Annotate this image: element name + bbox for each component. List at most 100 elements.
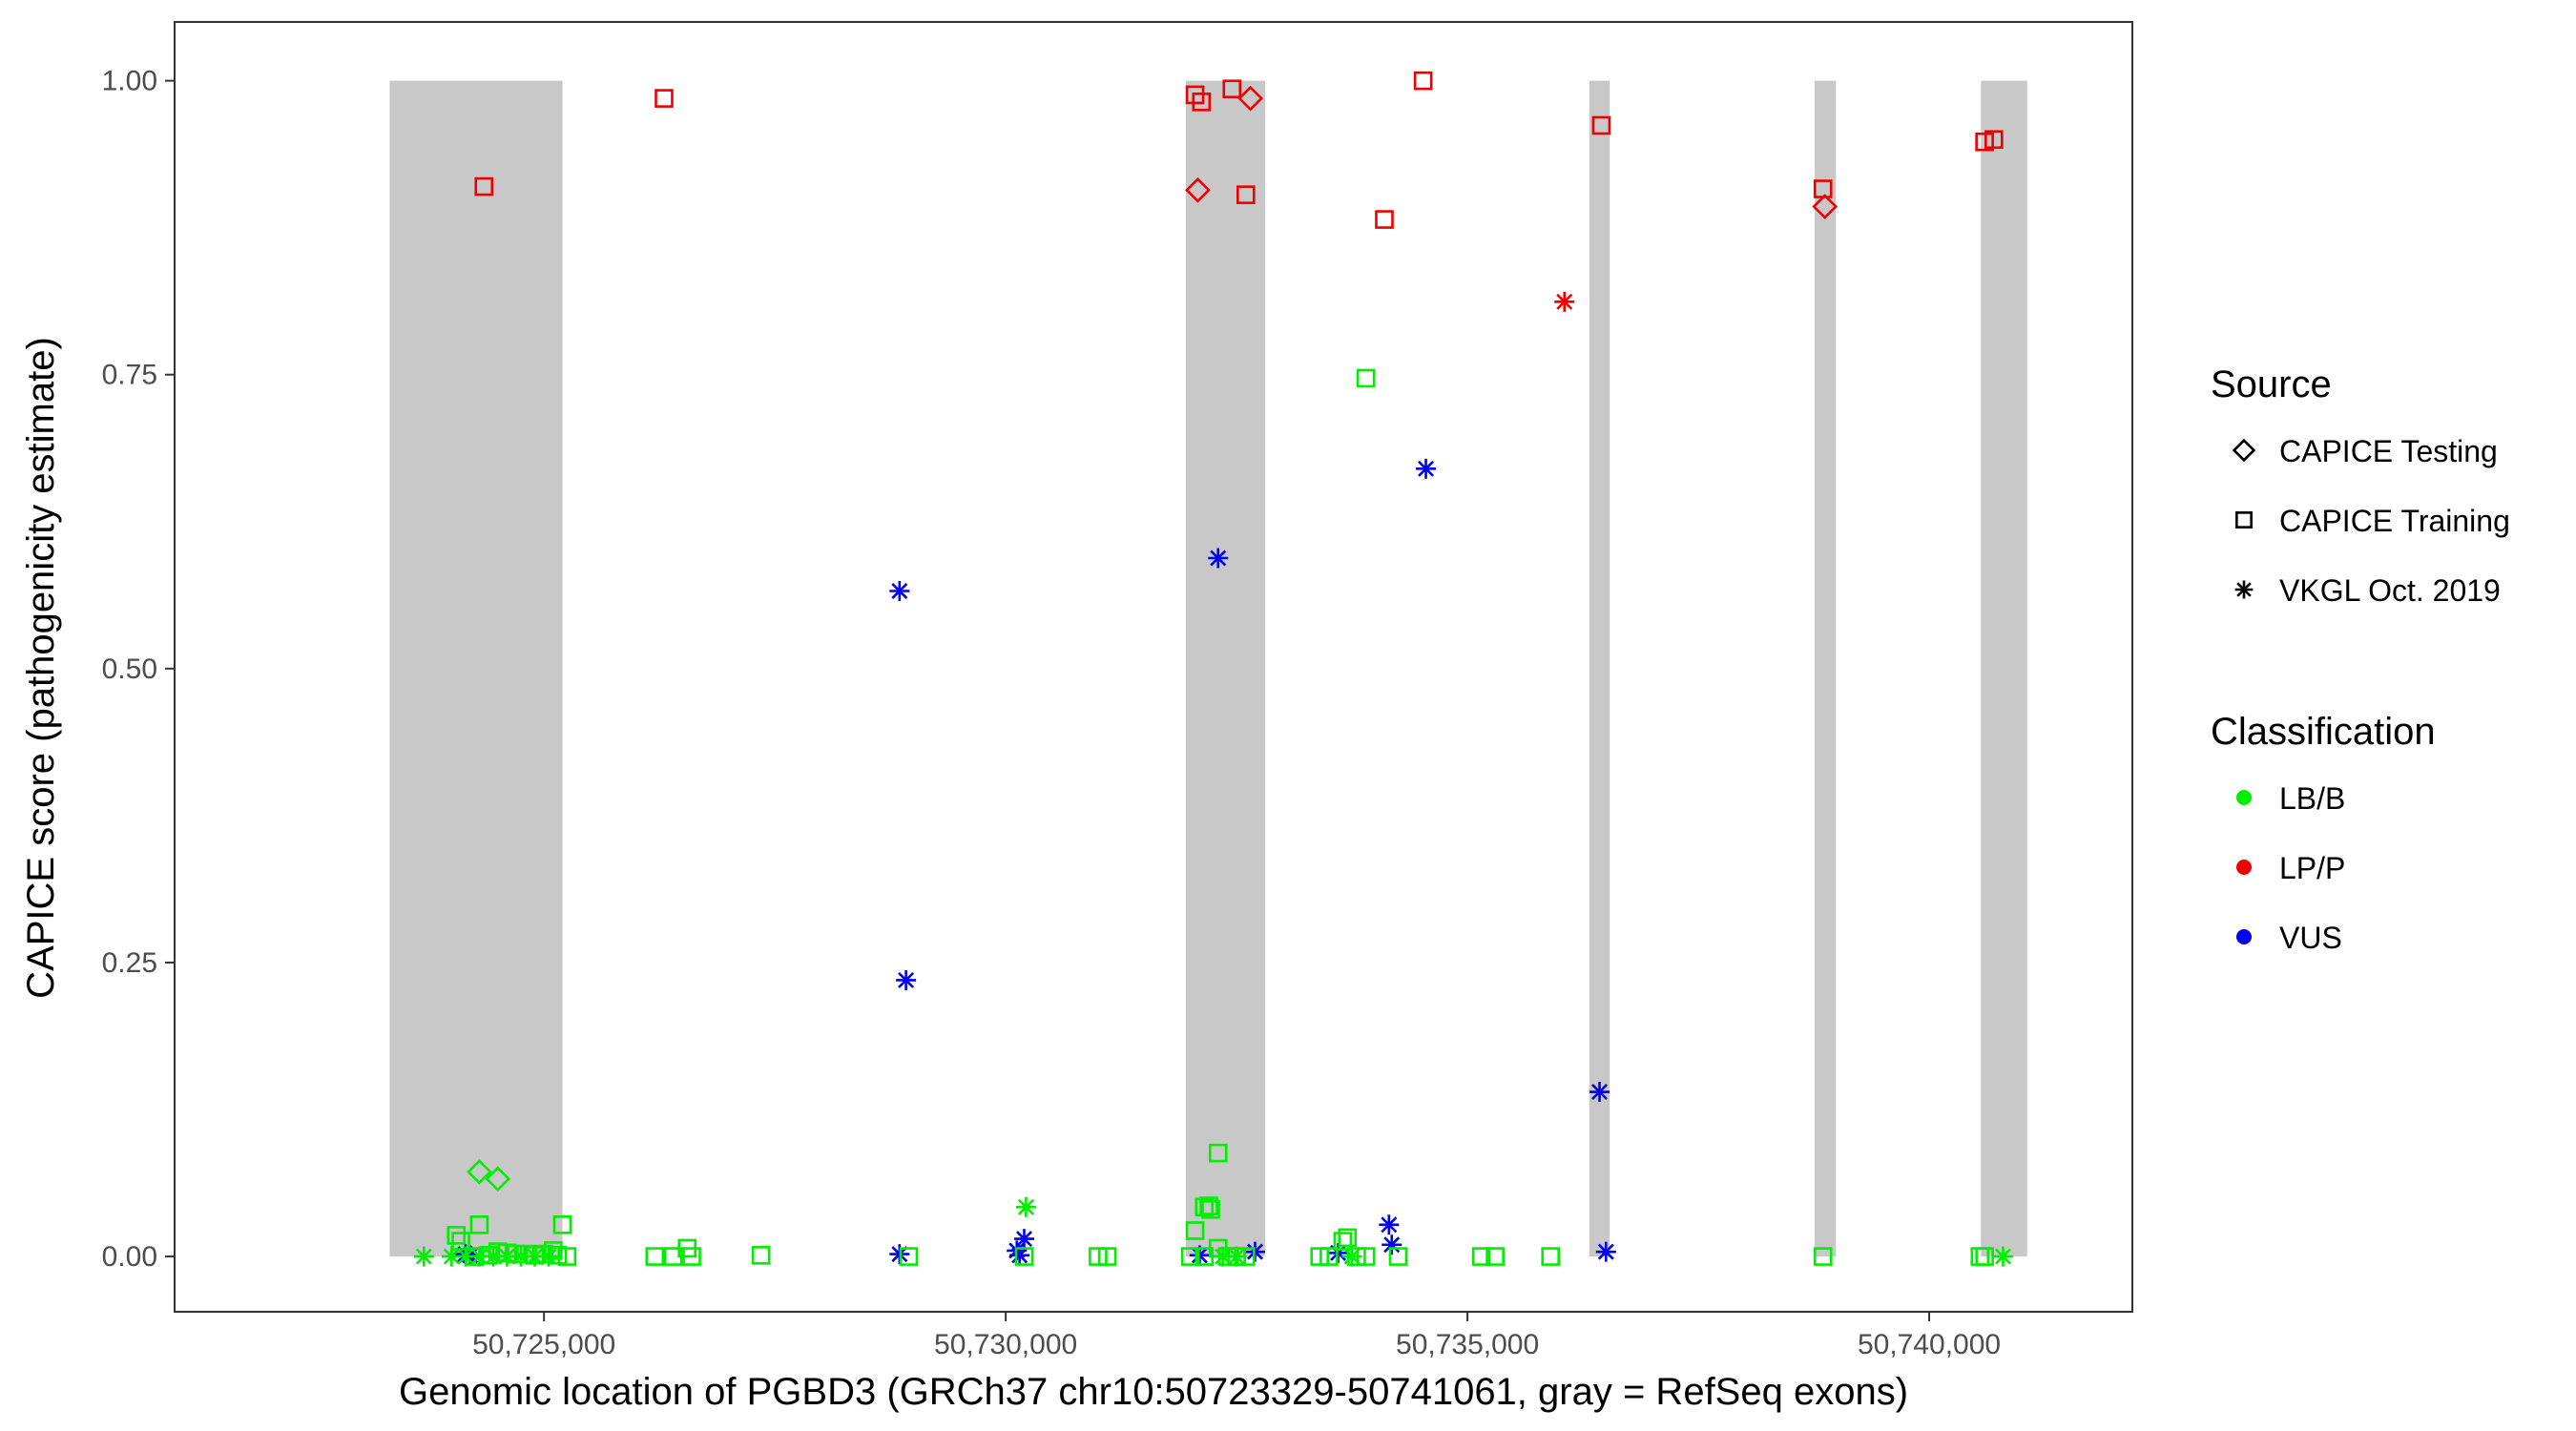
- point-vkgl-oct-2019-vus: [896, 969, 917, 990]
- point-vkgl-oct-2019-lbb: [1341, 1246, 1362, 1267]
- exon-band-3: [1589, 80, 1610, 1257]
- point-vkgl-oct-2019-vus: [1013, 1229, 1034, 1250]
- point-vkgl-oct-2019-lbb: [1992, 1246, 2013, 1267]
- point-capice-training-lbb: [1541, 1247, 1561, 1266]
- point-vkgl-oct-2019-lbb: [1226, 1246, 1247, 1267]
- point-capice-training-lbb: [1333, 1232, 1353, 1251]
- point-capice-training-lbb: [1356, 368, 1376, 388]
- point-capice-training-lbb: [899, 1247, 919, 1266]
- point-capice-training-lpp: [1984, 130, 2004, 150]
- point-capice-training-lbb: [1195, 1247, 1215, 1266]
- x-tick-label: 50,740,000: [1858, 1329, 2001, 1360]
- point-capice-training-lbb: [682, 1247, 701, 1266]
- point-capice-training-lpp: [1222, 79, 1242, 99]
- point-capice-training-lpp: [474, 176, 494, 197]
- x-axis: 50,725,000 50,730,000 50,735,000 50,740,000: [472, 1312, 2001, 1360]
- legend-label-lbb: LB/B: [2279, 781, 2345, 816]
- y-tick-label: 0.75: [102, 360, 157, 391]
- point-capice-training-lbb: [1813, 1247, 1833, 1266]
- point-capice-training-lbb: [1338, 1228, 1358, 1248]
- legend-key-star: [2234, 580, 2254, 599]
- point-capice-training-lbb: [1471, 1247, 1491, 1266]
- point-capice-training-lbb: [447, 1226, 467, 1245]
- legend-title-source: Source: [2211, 363, 2332, 405]
- point-vkgl-oct-2019-lbb: [468, 1246, 489, 1267]
- point-vkgl-oct-2019-lbb: [524, 1246, 545, 1267]
- point-vkgl-oct-2019-vus: [1381, 1234, 1402, 1255]
- point-capice-training-lbb: [552, 1214, 572, 1234]
- point-capice-training-lbb: [469, 1214, 489, 1234]
- point-vkgl-oct-2019-vus: [1379, 1214, 1400, 1235]
- y-tick-label: 0.50: [102, 653, 157, 685]
- x-tick-label: 50,730,000: [934, 1329, 1077, 1360]
- point-capice-training-lbb: [1199, 1196, 1218, 1215]
- point-capice-training-lbb: [1975, 1247, 1994, 1266]
- point-vkgl-oct-2019-lbb: [413, 1246, 434, 1267]
- point-vkgl-oct-2019-vus: [1416, 458, 1437, 479]
- point-capice-training-lpp: [1591, 115, 1611, 135]
- y-axis-title: CAPICE score (pathogenicity estimate): [20, 337, 62, 999]
- legend-label-vus: VUS: [2279, 921, 2342, 955]
- y-tick-label: 0.00: [102, 1241, 157, 1273]
- point-capice-training-lbb: [1319, 1247, 1339, 1266]
- point-capice-training-lpp: [1192, 93, 1212, 112]
- point-capice-training-lpp: [1413, 71, 1433, 91]
- exon-band-2: [1185, 80, 1266, 1257]
- point-capice-training-lpp: [1236, 185, 1256, 204]
- legend-key-lbb: [2236, 790, 2252, 805]
- plot-panel-border: [174, 21, 2133, 1313]
- point-capice-training-lbb: [451, 1232, 470, 1251]
- y-tick-label: 0.25: [102, 947, 157, 979]
- point-capice-training-lbb: [557, 1247, 577, 1266]
- point-vkgl-oct-2019-vus: [889, 581, 910, 602]
- point-vkgl-oct-2019-lbb: [483, 1246, 504, 1267]
- point-capice-training-lbb: [1208, 1143, 1228, 1163]
- point-capice-training-lbb: [1201, 1199, 1220, 1219]
- point-capice-testing-lbb: [467, 1159, 492, 1185]
- point-vkgl-oct-2019-lbb: [510, 1246, 531, 1267]
- point-vkgl-oct-2019-lbb: [538, 1246, 559, 1267]
- point-capice-training-lbb: [1014, 1247, 1034, 1266]
- point-capice-testing-lpp: [1812, 194, 1839, 219]
- legend-key-vus: [2236, 929, 2252, 944]
- legend-title-classification: Classification: [2211, 711, 2436, 753]
- point-capice-testing-lbb: [485, 1166, 511, 1192]
- point-vkgl-oct-2019-vus: [1595, 1241, 1616, 1262]
- legend-key-diamond: [2232, 438, 2256, 463]
- point-capice-training-lbb: [1097, 1247, 1117, 1266]
- legend-label-capice-training: CAPICE Training: [2279, 504, 2510, 538]
- data-points: [413, 71, 2013, 1267]
- point-capice-training-lbb: [1388, 1247, 1408, 1266]
- point-capice-training-lbb: [544, 1241, 563, 1260]
- point-vkgl-oct-2019-vus: [1589, 1082, 1610, 1103]
- point-capice-training-lbb: [751, 1246, 771, 1265]
- point-capice-training-lbb: [1180, 1247, 1200, 1266]
- point-capice-training-lbb: [663, 1247, 683, 1266]
- point-capice-testing-lpp: [1185, 176, 1211, 203]
- point-vkgl-oct-2019-lbb: [441, 1246, 462, 1267]
- y-axis: 0.00 0.25 0.50 0.75 1.00: [102, 66, 175, 1273]
- legend: Source CAPICE Testing CAPICE Training VK…: [2211, 363, 2510, 955]
- point-capice-training-lbb: [1485, 1247, 1505, 1266]
- exon-band-4: [1815, 80, 1837, 1257]
- point-vkgl-oct-2019-lbb: [1213, 1246, 1234, 1267]
- exon-band-5: [1981, 80, 2027, 1257]
- y-tick-label: 1.00: [102, 66, 157, 97]
- point-vkgl-oct-2019-vus: [1009, 1245, 1030, 1266]
- point-vkgl-oct-2019-vus: [1208, 548, 1229, 569]
- legend-label-lpp: LP/P: [2279, 851, 2345, 885]
- x-tick-label: 50,735,000: [1396, 1329, 1539, 1360]
- point-vkgl-oct-2019-lbb: [1015, 1196, 1036, 1217]
- point-capice-training-lpp: [1375, 210, 1394, 229]
- legend-key-square: [2235, 511, 2253, 529]
- x-axis-title: Genomic location of PGBD3 (GRCh37 chr10:…: [399, 1371, 1908, 1413]
- point-vkgl-oct-2019-lbb: [455, 1246, 476, 1267]
- legend-label-vkgl: VKGL Oct. 2019: [2279, 573, 2501, 608]
- x-tick-label: 50,725,000: [472, 1329, 615, 1360]
- point-capice-training-lbb: [1185, 1221, 1205, 1240]
- exon-band-1: [389, 80, 563, 1257]
- point-vkgl-oct-2019-lbb: [496, 1246, 517, 1267]
- point-capice-training-lbb: [645, 1247, 665, 1266]
- point-capice-testing-lpp: [1237, 85, 1263, 112]
